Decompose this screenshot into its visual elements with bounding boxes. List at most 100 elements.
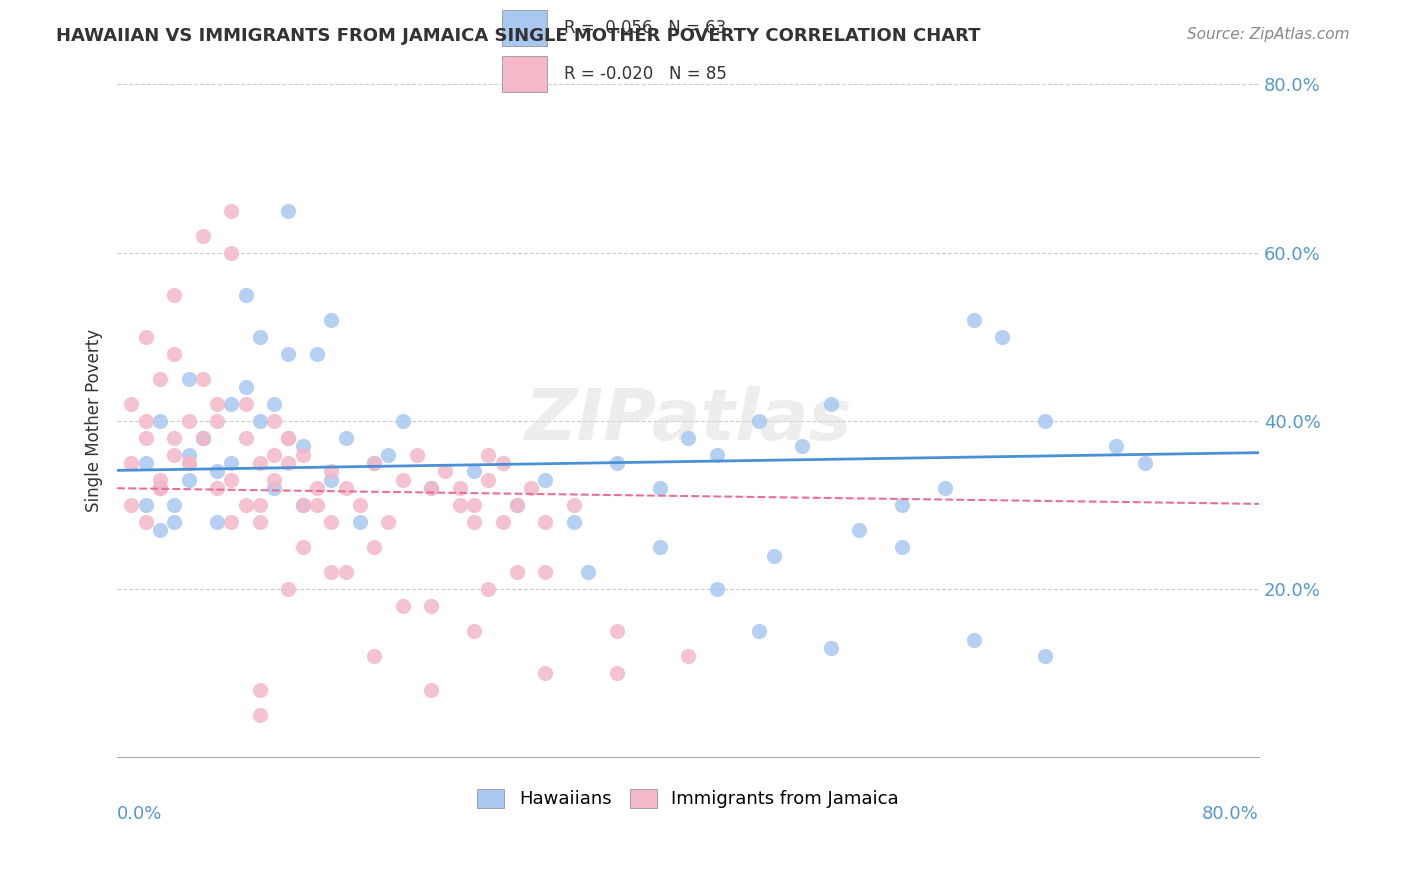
Point [562, 498, 585, 512]
Point [291, 448, 314, 462]
Point [349, 515, 371, 529]
Point [363, 649, 385, 664]
Point [748, 414, 770, 428]
Point [706, 448, 728, 462]
Point [277, 431, 299, 445]
Point [249, 414, 271, 428]
Point [391, 414, 413, 428]
Point [962, 632, 984, 647]
Point [263, 397, 285, 411]
Point [463, 498, 485, 512]
Point [177, 473, 200, 487]
Text: 0.0%: 0.0% [117, 805, 163, 822]
Legend: Hawaiians, Immigrants from Jamaica: Hawaiians, Immigrants from Jamaica [470, 782, 905, 815]
Text: R =  0.056   N = 63: R = 0.056 N = 63 [564, 19, 725, 37]
Point [762, 549, 785, 563]
Point [135, 498, 157, 512]
Text: R = -0.020   N = 85: R = -0.020 N = 85 [564, 65, 727, 83]
Point [177, 448, 200, 462]
Point [221, 203, 243, 218]
Point [321, 313, 343, 327]
Point [377, 448, 399, 462]
Point [263, 448, 285, 462]
Point [891, 498, 914, 512]
Y-axis label: Single Mother Poverty: Single Mother Poverty [86, 329, 103, 513]
Point [506, 498, 529, 512]
Point [349, 498, 371, 512]
Point [991, 330, 1014, 344]
Point [249, 330, 271, 344]
Point [934, 481, 956, 495]
Point [191, 372, 214, 386]
Point [249, 456, 271, 470]
Point [177, 414, 200, 428]
Point [249, 515, 271, 529]
Point [177, 372, 200, 386]
Point [534, 515, 557, 529]
Point [121, 456, 143, 470]
FancyBboxPatch shape [502, 56, 547, 93]
Point [848, 523, 870, 537]
Point [135, 330, 157, 344]
Point [305, 346, 328, 360]
Point [249, 683, 271, 698]
Point [1133, 456, 1156, 470]
Point [163, 448, 186, 462]
Point [363, 456, 385, 470]
Point [477, 448, 499, 462]
Point [277, 456, 299, 470]
Point [263, 481, 285, 495]
Point [163, 498, 186, 512]
Point [420, 599, 443, 613]
Point [406, 448, 429, 462]
Point [205, 414, 228, 428]
Point [648, 481, 671, 495]
Point [491, 515, 513, 529]
Point [163, 287, 186, 301]
Point [177, 456, 200, 470]
Point [520, 481, 543, 495]
Point [506, 498, 529, 512]
Point [962, 313, 984, 327]
Point [221, 456, 243, 470]
Point [149, 523, 172, 537]
Point [191, 431, 214, 445]
Point [534, 473, 557, 487]
Point [477, 473, 499, 487]
Text: 80.0%: 80.0% [1202, 805, 1258, 822]
Point [1105, 439, 1128, 453]
Point [149, 481, 172, 495]
Point [363, 456, 385, 470]
Point [1033, 414, 1056, 428]
FancyBboxPatch shape [502, 11, 547, 46]
Point [706, 582, 728, 596]
Point [221, 245, 243, 260]
Point [221, 515, 243, 529]
Point [163, 346, 186, 360]
Point [305, 481, 328, 495]
Point [149, 414, 172, 428]
Point [221, 473, 243, 487]
Point [135, 515, 157, 529]
Point [235, 397, 257, 411]
Point [606, 666, 628, 681]
Point [648, 540, 671, 554]
Point [291, 439, 314, 453]
Point [121, 397, 143, 411]
Point [277, 346, 299, 360]
Point [121, 498, 143, 512]
Point [748, 624, 770, 639]
Point [676, 431, 699, 445]
Point [249, 498, 271, 512]
Point [149, 372, 172, 386]
Point [891, 540, 914, 554]
Point [163, 431, 186, 445]
Point [235, 380, 257, 394]
Point [463, 515, 485, 529]
Point [562, 515, 585, 529]
Point [534, 666, 557, 681]
Point [534, 566, 557, 580]
Point [420, 683, 443, 698]
Point [820, 641, 842, 656]
Point [149, 473, 172, 487]
